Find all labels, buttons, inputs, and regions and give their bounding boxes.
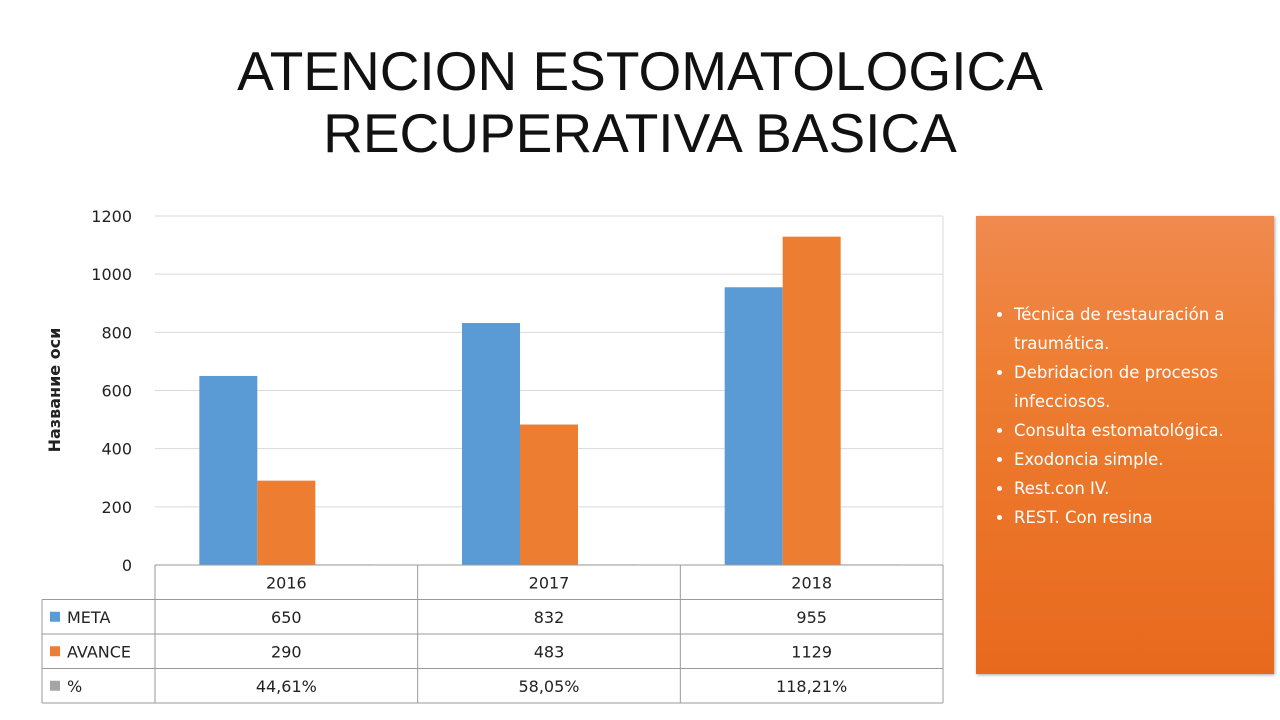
data-label: 58,05%	[518, 677, 579, 696]
data-label: 483	[534, 642, 565, 661]
y-tick-label: 1000	[91, 265, 132, 284]
data-table: 2016 2017 2018 META 650 832 955 AVANCE 290 483 112…	[41, 564, 944, 704]
legend-swatch	[50, 646, 60, 657]
data-label: 955	[796, 608, 827, 627]
bar-avance-2017	[520, 424, 578, 565]
y-tick-label: 0	[122, 556, 132, 575]
info-item: Rest.con IV.	[1014, 474, 1268, 503]
slide-title-line-2: RECUPERATIVA BASICA	[323, 102, 957, 164]
bar-meta-2016	[199, 375, 258, 565]
info-box: Técnica de restauración a traumática.Deb…	[976, 216, 1274, 674]
bar-chart: 0 200 400 600 800 1000 1200 2016 2017 2018 META 65…	[41, 207, 944, 704]
info-item: Consulta estomatológica.	[1014, 416, 1268, 445]
info-item: Técnica de restauración a traumática.	[1014, 300, 1268, 358]
bar-avance-2016	[257, 480, 316, 565]
x-category-label: 2018	[791, 573, 832, 592]
info-item: REST. Con resina	[1014, 503, 1268, 532]
data-label: 44,61%	[256, 677, 317, 696]
y-tick-label: 600	[101, 382, 132, 401]
legend-label: META	[67, 608, 110, 627]
y-tick-label: 800	[101, 323, 132, 342]
slide-title-line-1: ATENCION ESTOMATOLOGICA	[237, 40, 1043, 102]
bar-meta-2017	[462, 323, 520, 565]
data-label: 1129	[791, 642, 832, 661]
legend-swatch	[50, 680, 60, 691]
info-item: Exodoncia simple.	[1014, 445, 1268, 474]
info-list: Técnica de restauración a traumática.Deb…	[986, 300, 1268, 532]
x-category-label: 2017	[529, 573, 570, 592]
slide-title: ATENCION ESTOMATOLOGICA RECUPERATIVA BAS…	[140, 40, 1140, 164]
y-axis: 0 200 400 600 800 1000 1200	[91, 207, 132, 575]
y-tick-label: 1200	[91, 207, 132, 226]
bar-avance-2018	[782, 236, 841, 565]
bar-meta-2018	[724, 287, 783, 565]
data-label: 118,21%	[776, 677, 847, 696]
x-category-label: 2016	[266, 573, 307, 592]
legend-label: AVANCE	[67, 642, 131, 661]
data-label: 290	[271, 642, 302, 661]
bars	[199, 236, 899, 565]
data-label: 650	[271, 608, 302, 627]
y-tick-label: 400	[101, 440, 132, 459]
legend-label: %	[67, 677, 82, 696]
data-label: 832	[534, 608, 565, 627]
legend-swatch	[50, 611, 60, 622]
info-item: Debridacion de procesos infecciosos.	[1014, 358, 1268, 416]
y-axis-title: Название оси	[45, 328, 64, 453]
y-tick-label: 200	[101, 498, 132, 517]
